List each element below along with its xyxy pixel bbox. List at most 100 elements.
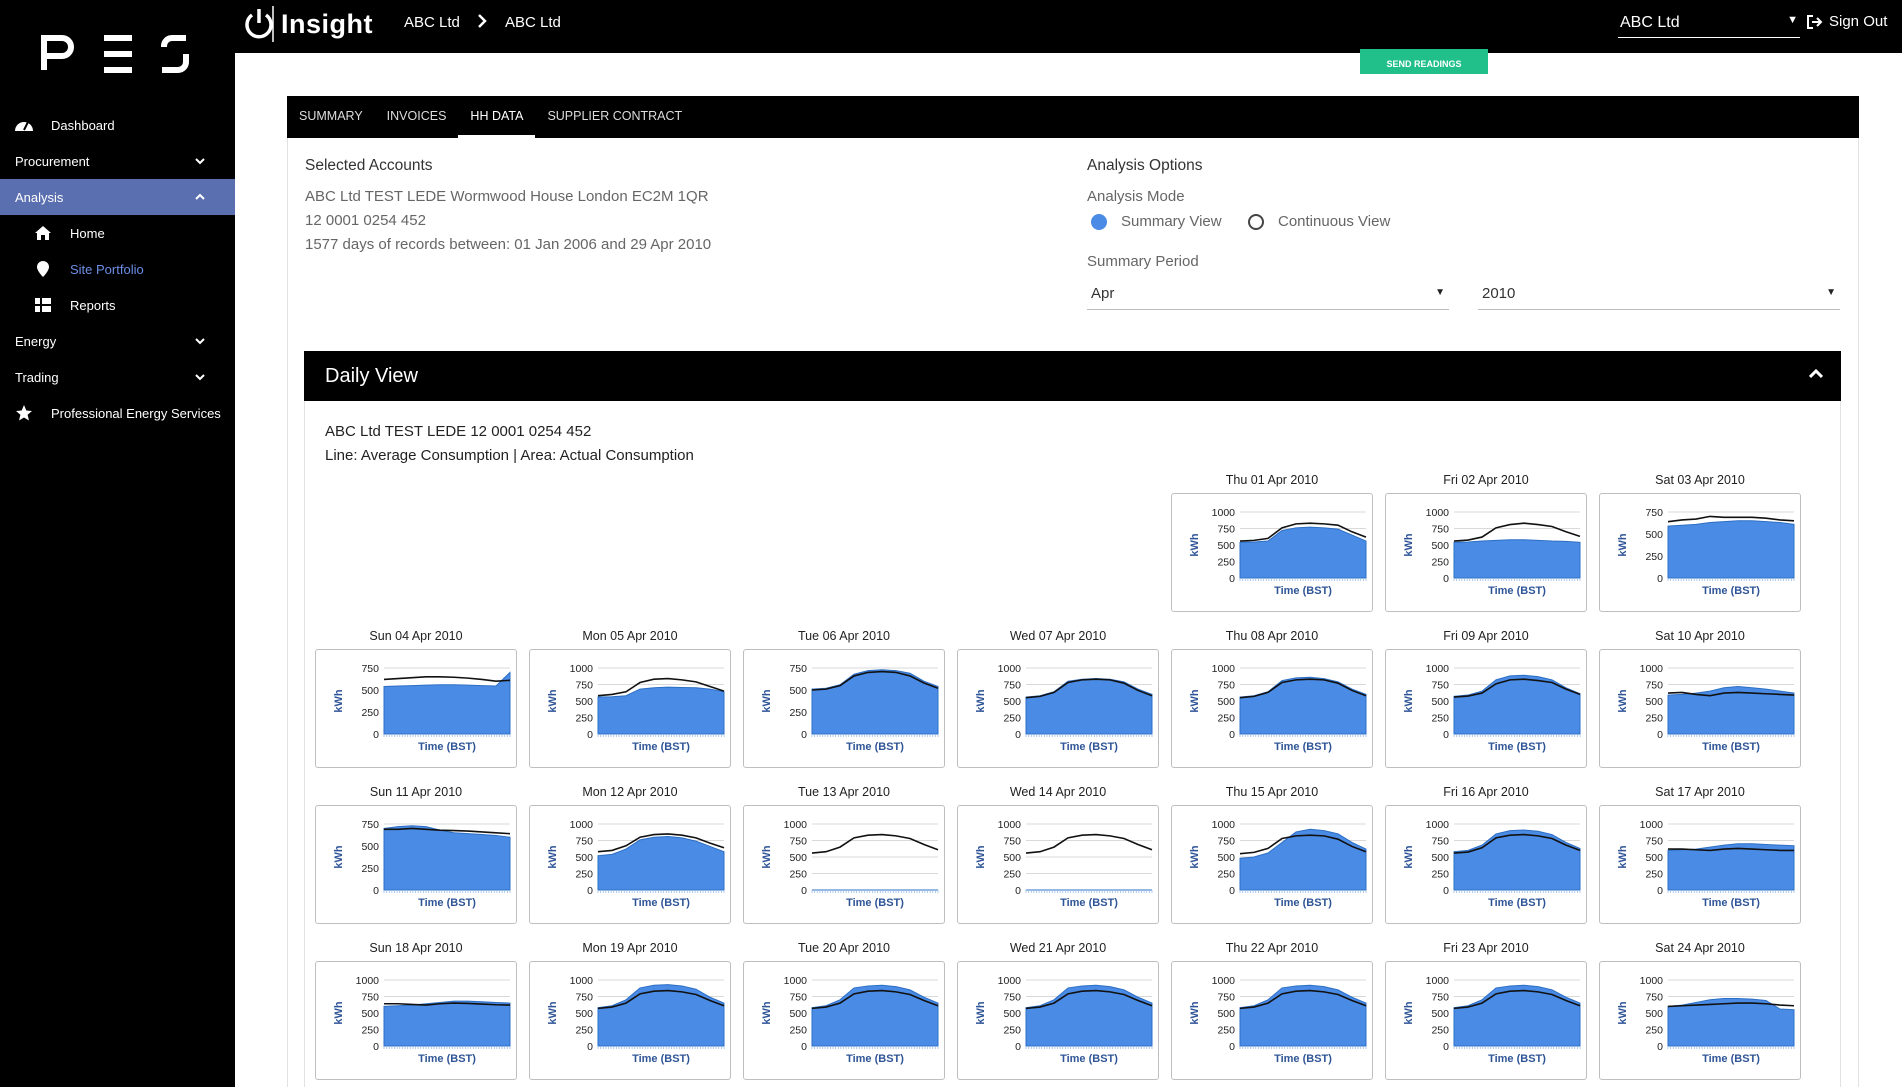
tab-invoices[interactable]: INVOICES bbox=[386, 109, 447, 123]
x-axis-label: Time (BST) bbox=[632, 897, 690, 909]
year-select[interactable]: 2010 ▼ bbox=[1478, 278, 1840, 310]
tab-supplier-contract[interactable]: SUPPLIER CONTRACT bbox=[547, 109, 683, 123]
radio-checked-icon bbox=[1091, 213, 1107, 230]
daily-chart[interactable]: 750 500 250 0 kWh Time (BST) bbox=[1599, 493, 1801, 612]
month-select[interactable]: Apr ▼ bbox=[1087, 278, 1449, 310]
send-readings-button[interactable]: SEND READINGS bbox=[1360, 49, 1488, 74]
radio-label: Continuous View bbox=[1278, 213, 1391, 230]
actual-consumption-area bbox=[1667, 685, 1795, 735]
daily-chart[interactable]: 1000 750 500 250 0 kWh Time (BST) bbox=[1171, 493, 1373, 612]
y-tick-label: 0 bbox=[801, 1041, 807, 1053]
sidebar-item-home[interactable]: Home bbox=[0, 215, 235, 251]
daily-chart[interactable]: 750 500 250 0 kWh Time (BST) bbox=[315, 805, 517, 924]
sidebar-item-trading[interactable]: Trading bbox=[0, 359, 235, 395]
y-tick-label: 500 bbox=[1003, 1008, 1021, 1020]
y-tick-label: 1000 bbox=[570, 819, 594, 831]
x-axis-label: Time (BST) bbox=[1060, 897, 1118, 909]
pes-logo bbox=[41, 35, 189, 73]
tab-hh-data[interactable]: HH DATA bbox=[458, 96, 536, 138]
y-tick-label: 250 bbox=[1003, 869, 1021, 881]
company-select[interactable]: ABC Ltd ▼ bbox=[1618, 8, 1800, 38]
average-consumption-line bbox=[1239, 522, 1367, 542]
daily-chart[interactable]: 1000 750 500 250 0 kWh Time (BST) bbox=[1171, 649, 1373, 768]
y-tick-label: 750 bbox=[1003, 992, 1021, 1004]
daily-chart-svg: 1000 750 500 250 0 kWh Time (BST) bbox=[333, 975, 511, 1065]
daily-chart[interactable]: 750 500 250 0 kWh Time (BST) bbox=[315, 649, 517, 768]
y-tick-label: 1000 bbox=[1426, 975, 1450, 987]
y-axis-label: kWh bbox=[547, 1001, 559, 1025]
sidebar-item-site-portfolio[interactable]: Site Portfolio bbox=[0, 251, 235, 287]
daily-chart[interactable]: 1000 750 500 250 0 kWh Time (BST) bbox=[1385, 649, 1587, 768]
y-tick-label: 250 bbox=[1645, 713, 1663, 725]
sidebar-item-professional-energy-services[interactable]: Professional Energy Services bbox=[0, 395, 235, 431]
daily-chart[interactable]: 1000 750 500 250 0 kWh Time (BST) bbox=[315, 961, 517, 1080]
daily-chart[interactable]: 1000 750 500 250 0 kWh Time (BST) bbox=[1171, 805, 1373, 924]
y-axis-label: kWh bbox=[1403, 845, 1415, 869]
y-tick-label: 250 bbox=[789, 869, 807, 881]
radio-unchecked-icon bbox=[1248, 213, 1264, 230]
y-axis-label: kWh bbox=[1403, 689, 1415, 713]
summary-view-radio[interactable]: Summary View bbox=[1091, 213, 1222, 230]
daily-chart[interactable]: 1000 750 500 250 0 kWh Time (BST) bbox=[1385, 961, 1587, 1080]
sidebar-item-dashboard[interactable]: Dashboard bbox=[0, 107, 235, 143]
daily-chart[interactable]: 1000 750 500 250 0 kWh Time (BST) bbox=[1385, 493, 1587, 612]
y-tick-label: 750 bbox=[789, 663, 807, 675]
average-consumption-line bbox=[384, 1002, 511, 1006]
daily-view-header[interactable]: Daily View bbox=[304, 351, 1841, 401]
sidebar-item-reports[interactable]: Reports bbox=[0, 287, 235, 323]
daily-chart[interactable]: 1000 750 500 250 0 kWh Time (BST) bbox=[1599, 961, 1801, 1080]
y-tick-label: 750 bbox=[1431, 680, 1449, 692]
average-consumption-line bbox=[1667, 691, 1795, 697]
y-tick-label: 0 bbox=[1443, 573, 1449, 585]
average-consumption-line bbox=[811, 989, 939, 1010]
daily-chart-svg: 750 500 250 0 kWh Time (BST) bbox=[333, 819, 511, 909]
sidebar: Dashboard Procurement Analysis Home Site… bbox=[0, 0, 235, 1087]
x-axis-label: Time (BST) bbox=[1060, 1053, 1118, 1065]
y-tick-label: 0 bbox=[1229, 1041, 1235, 1053]
sidebar-item-label: Procurement bbox=[15, 153, 90, 169]
x-axis-label: Time (BST) bbox=[418, 897, 476, 909]
sidebar-item-energy[interactable]: Energy bbox=[0, 323, 235, 359]
y-tick-label: 250 bbox=[1003, 1025, 1021, 1037]
average-consumption-line bbox=[811, 833, 939, 854]
y-tick-label: 500 bbox=[789, 1008, 807, 1020]
caret-down-icon: ▼ bbox=[1435, 287, 1445, 298]
sidebar-item-analysis[interactable]: Analysis bbox=[0, 179, 235, 215]
daily-chart[interactable]: 1000 750 500 250 0 kWh Time (BST) bbox=[1385, 805, 1587, 924]
daily-chart[interactable]: 1000 750 500 250 0 kWh Time (BST) bbox=[957, 649, 1159, 768]
daily-chart-title: Tue 13 Apr 2010 bbox=[798, 785, 890, 799]
daily-chart[interactable]: 750 500 250 0 kWh Time (BST) bbox=[743, 649, 945, 768]
y-tick-label: 0 bbox=[1657, 573, 1663, 585]
average-consumption-line bbox=[1667, 1002, 1795, 1008]
daily-chart[interactable]: 1000 750 500 250 0 kWh Time (BST) bbox=[529, 961, 731, 1080]
average-consumption-line bbox=[384, 827, 511, 835]
y-tick-label: 500 bbox=[1217, 540, 1235, 552]
daily-chart[interactable]: 1000 750 500 250 0 kWh Time (BST) bbox=[1599, 649, 1801, 768]
breadcrumb-item[interactable]: ABC Ltd bbox=[505, 14, 561, 31]
y-tick-label: 250 bbox=[1431, 557, 1449, 569]
daily-chart[interactable]: 1000 750 500 250 0 kWh Time (BST) bbox=[957, 961, 1159, 1080]
daily-chart-title: Mon 19 Apr 2010 bbox=[582, 941, 678, 955]
daily-chart[interactable]: 1000 750 500 250 0 kWh Time (BST) bbox=[957, 805, 1159, 924]
daily-chart[interactable]: 1000 750 500 250 0 kWh Time (BST) bbox=[1171, 961, 1373, 1080]
daily-chart[interactable]: 1000 750 500 250 0 kWh Time (BST) bbox=[529, 649, 731, 768]
chevron-up-icon[interactable] bbox=[1809, 369, 1823, 379]
y-tick-label: 750 bbox=[1645, 507, 1663, 519]
sign-out-button[interactable]: Sign Out bbox=[1807, 13, 1887, 30]
y-tick-label: 750 bbox=[1431, 992, 1449, 1004]
daily-chart-svg: 1000 750 500 250 0 kWh Time (BST) bbox=[1189, 507, 1367, 597]
y-tick-label: 500 bbox=[1645, 852, 1663, 864]
insight-brand[interactable]: Insight bbox=[243, 3, 373, 45]
continuous-view-radio[interactable]: Continuous View bbox=[1248, 213, 1390, 230]
sign-out-icon bbox=[1807, 14, 1823, 29]
breadcrumb-item[interactable]: ABC Ltd bbox=[404, 14, 460, 31]
tab-summary[interactable]: SUMMARY bbox=[299, 109, 363, 123]
y-tick-label: 250 bbox=[1217, 557, 1235, 569]
y-tick-label: 750 bbox=[361, 819, 379, 831]
daily-chart[interactable]: 1000 750 500 250 0 kWh Time (BST) bbox=[743, 805, 945, 924]
daily-chart[interactable]: 1000 750 500 250 0 kWh Time (BST) bbox=[529, 805, 731, 924]
sidebar-item-procurement[interactable]: Procurement bbox=[0, 143, 235, 179]
daily-chart[interactable]: 1000 750 500 250 0 kWh Time (BST) bbox=[1599, 805, 1801, 924]
daily-chart[interactable]: 1000 750 500 250 0 kWh Time (BST) bbox=[743, 961, 945, 1080]
x-axis-label: Time (BST) bbox=[1702, 585, 1760, 597]
